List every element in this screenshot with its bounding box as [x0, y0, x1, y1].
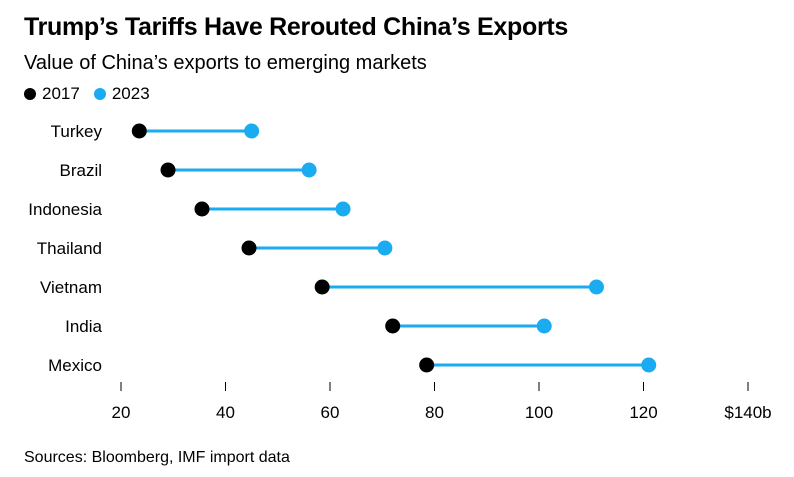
chart-subtitle: Value of China’s exports to emerging mar…: [24, 52, 427, 74]
legend-item-2017: 2017: [24, 84, 80, 104]
point-2017-india: [385, 318, 401, 334]
point-2017-brazil: [160, 162, 176, 178]
x-tick-label-60: 60: [321, 403, 340, 422]
category-label-india: India: [65, 317, 102, 336]
x-tick-label-140: $140b: [724, 403, 771, 422]
point-2017-turkey: [131, 123, 147, 139]
point-2023-turkey: [244, 123, 260, 139]
category-label-brazil: Brazil: [59, 161, 102, 180]
point-2023-mexico: [641, 357, 657, 373]
point-2017-indonesia: [194, 201, 210, 217]
point-2023-indonesia: [335, 201, 351, 217]
category-label-indonesia: Indonesia: [28, 200, 102, 219]
x-tick-label-120: 120: [629, 403, 657, 422]
category-label-thailand: Thailand: [37, 239, 102, 258]
point-2017-thailand: [241, 240, 257, 256]
category-label-turkey: Turkey: [51, 122, 103, 141]
point-2017-mexico: [419, 357, 435, 373]
point-2023-vietnam: [588, 279, 604, 295]
point-2023-thailand: [377, 240, 393, 256]
category-label-mexico: Mexico: [48, 356, 102, 375]
legend-dot-2017: [24, 88, 36, 100]
legend: 2017 2023: [24, 84, 164, 104]
x-tick-label-100: 100: [525, 403, 553, 422]
source-note: Sources: Bloomberg, IMF import data: [24, 449, 290, 466]
x-tick-label-80: 80: [425, 403, 444, 422]
point-2023-india: [536, 318, 552, 334]
category-label-vietnam: Vietnam: [40, 278, 102, 297]
chart-title: Trump’s Tariffs Have Rerouted China’s Ex…: [24, 13, 569, 41]
point-2017-vietnam: [314, 279, 330, 295]
legend-dot-2023: [93, 88, 106, 100]
legend-label-2023: 2023: [111, 84, 150, 103]
point-2023-brazil: [301, 162, 317, 178]
x-tick-label-40: 40: [216, 403, 235, 422]
legend-item-2023: 2023: [93, 84, 150, 104]
x-tick-label-20: 20: [112, 403, 131, 422]
legend-label-2017: 2017: [42, 84, 80, 103]
